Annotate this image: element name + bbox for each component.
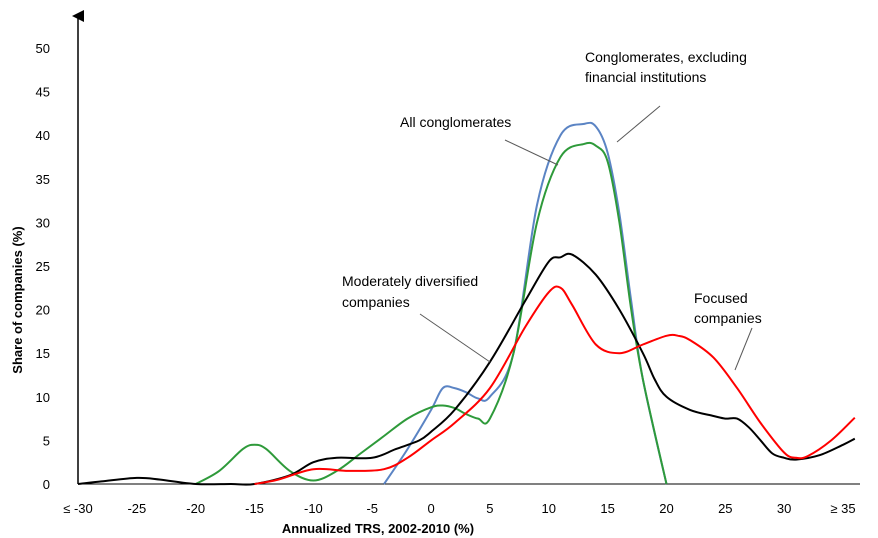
- x-tick-label: 5: [486, 501, 493, 516]
- x-axis-title: Annualized TRS, 2002-2010 (%): [282, 521, 474, 536]
- svg-text:Moderately diversified c: Moderately diversified companies: [342, 273, 482, 310]
- annotation-leader: [419, 313, 491, 363]
- annotation-moderately-diversified: Moderately diversified companies: [342, 273, 491, 363]
- x-tick-label: ≤ -30: [63, 501, 93, 516]
- annotation-line: Moderately diversified: [342, 273, 478, 289]
- annotation-line: financial institutions: [585, 69, 706, 85]
- x-tick-label: 30: [777, 501, 791, 516]
- y-tick-label: 50: [36, 41, 50, 56]
- series-line-2: [195, 141, 668, 485]
- x-tick-label: -15: [245, 501, 264, 516]
- y-tick-label: 45: [36, 85, 50, 100]
- y-tick-label: 5: [43, 433, 50, 448]
- y-tick-label: 30: [36, 215, 50, 230]
- y-tick-label: 35: [36, 172, 50, 187]
- y-tick-labels: 0 5 10 15 20 25 30 35 40 45 50: [36, 41, 50, 492]
- series-line-4: [254, 285, 856, 485]
- x-tick-label: 20: [659, 501, 673, 516]
- annotation-line: All conglomerates: [400, 114, 511, 130]
- annotation-conglomerates-excl-fin: Conglomerates, excluding financial insti…: [585, 49, 751, 143]
- annotation-leader: [504, 139, 559, 166]
- x-tick-label: 0: [427, 501, 434, 516]
- annotation-line: companies: [342, 294, 410, 310]
- y-axis-title: Share of companies (%): [10, 226, 25, 373]
- y-tick-label: 20: [36, 303, 50, 318]
- annotation-all-conglomerates: All conglomerates: [400, 114, 559, 166]
- x-tick-label: 10: [542, 501, 556, 516]
- x-tick-label: 25: [718, 501, 732, 516]
- x-tick-label: -25: [127, 501, 146, 516]
- series-line-1: [383, 121, 668, 485]
- annotation-line: companies: [694, 310, 762, 326]
- svg-text:Focused companies: Focused companies: [694, 290, 762, 326]
- annotation-focused: Focused companies: [694, 290, 762, 371]
- x-tick-label: -5: [366, 501, 378, 516]
- y-tick-label: 10: [36, 390, 50, 405]
- svg-text:Conglomerates, excluding: Conglomerates, excluding financial insti…: [585, 49, 751, 85]
- y-tick-label: 0: [43, 477, 50, 492]
- svg-text:All conglomerates: All conglomerates: [400, 114, 511, 130]
- x-tick-label: -20: [186, 501, 205, 516]
- series-lines: [77, 121, 856, 486]
- y-tick-label: 15: [36, 346, 50, 361]
- annotation-line: Focused: [694, 290, 748, 306]
- annotation-line: Conglomerates, excluding: [585, 49, 747, 65]
- y-tick-label: 40: [36, 128, 50, 143]
- y-tick-label: 25: [36, 259, 50, 274]
- x-tick-labels: ≤ -30 -25 -20 -15 -10 -5 0 5 10 15 20 25 30 ≥ 35: [63, 501, 855, 516]
- annotation-leader: [734, 327, 753, 371]
- x-tick-label: ≥ 35: [830, 501, 855, 516]
- x-tick-label: -10: [304, 501, 323, 516]
- annotation-leader: [616, 105, 661, 143]
- x-tick-label: 15: [600, 501, 614, 516]
